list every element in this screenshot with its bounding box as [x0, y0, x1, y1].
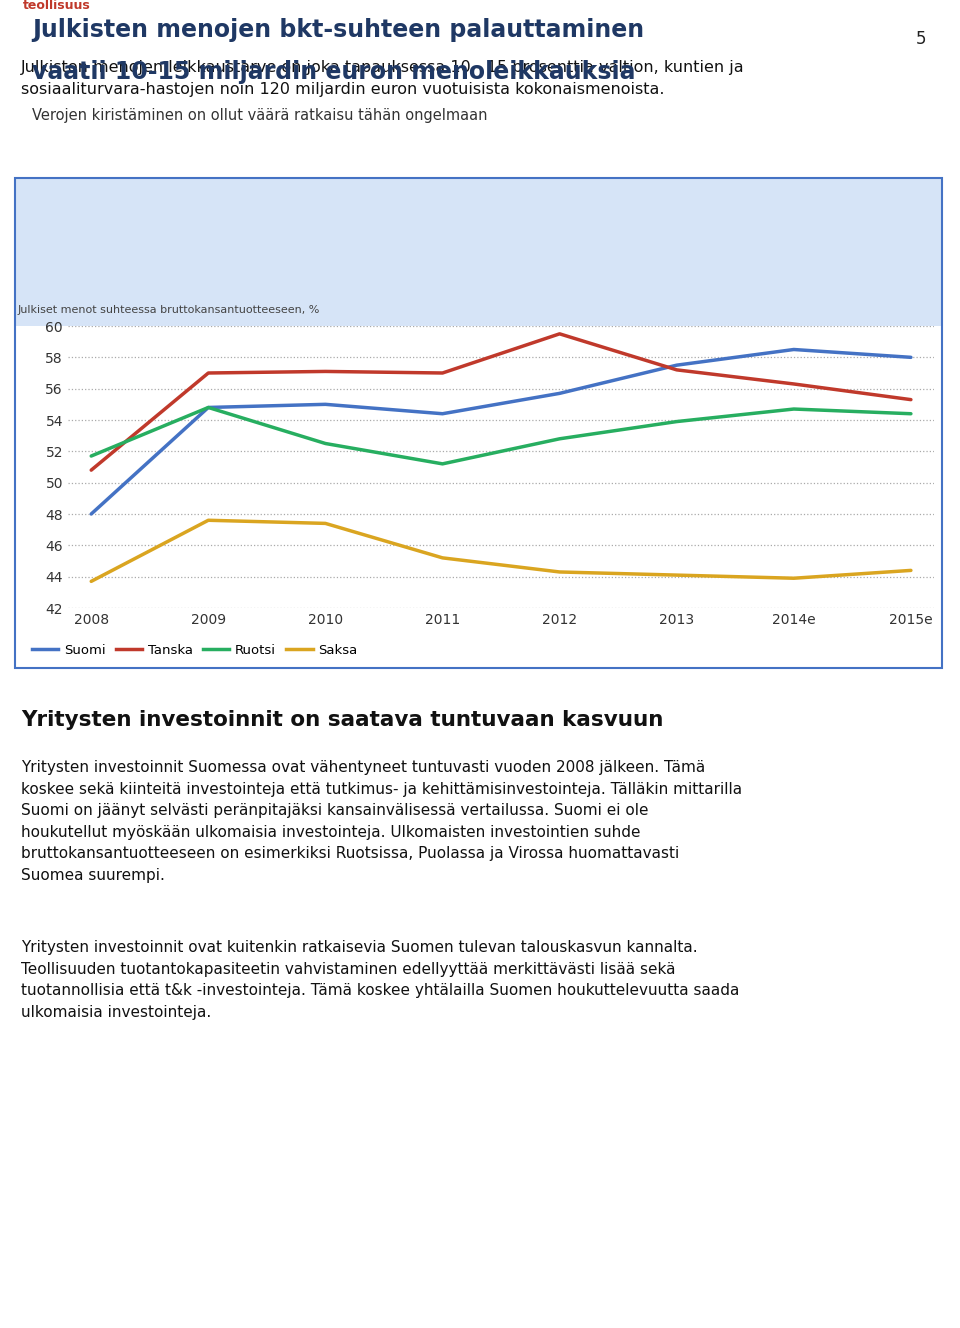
Text: 5: 5 [916, 29, 926, 48]
Legend: Suomi, Tanska, Ruotsi, Saksa: Suomi, Tanska, Ruotsi, Saksa [27, 639, 363, 663]
Text: Julkisten menojen bkt-suhteen palauttaminen: Julkisten menojen bkt-suhteen palauttami… [33, 19, 644, 42]
Text: teollisuus: teollisuus [23, 0, 90, 12]
Text: Verojen kiristäminen on ollut väärä ratkaisu tähän ongelmaan: Verojen kiristäminen on ollut väärä ratk… [33, 108, 488, 124]
Text: Yritysten investoinnit Suomessa ovat vähentyneet tuntuvasti vuoden 2008 jälkeen.: Yritysten investoinnit Suomessa ovat väh… [21, 760, 742, 883]
Text: vaatii 10-15 miljardin euron menoleikkauksia: vaatii 10-15 miljardin euron menoleikkau… [33, 60, 636, 84]
Text: Yritysten investoinnit ovat kuitenkin ratkaisevia Suomen tulevan talouskasvun ka: Yritysten investoinnit ovat kuitenkin ra… [21, 940, 739, 1020]
Text: Julkisten menojen leikkaustarve on joka tapauksessa 10 - 15 prosenttia valtion, : Julkisten menojen leikkaustarve on joka … [21, 60, 745, 97]
Text: Julkiset menot suhteessa bruttokansantuotteeseen, %: Julkiset menot suhteessa bruttokansantuo… [17, 304, 320, 315]
Text: Yritysten investoinnit on saatava tuntuvaan kasvuun: Yritysten investoinnit on saatava tuntuv… [21, 710, 663, 730]
